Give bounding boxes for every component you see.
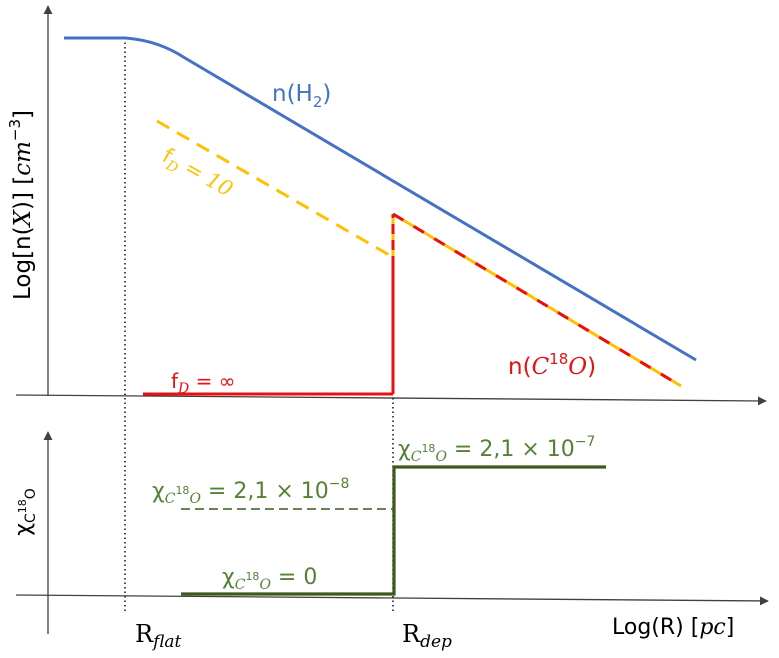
chi-step-line xyxy=(181,465,606,596)
bottom-x-axis xyxy=(15,594,769,606)
top-y-axis-label: Log[n(X)] [cm−3] xyxy=(6,110,36,300)
top-x-axis xyxy=(15,394,767,406)
h2-density-curve xyxy=(64,36,697,362)
c18o-label: n(C18O) xyxy=(508,350,596,380)
rflat-label: Rflat xyxy=(135,620,182,652)
bottom-y-axis-label: χC18O xyxy=(11,488,39,536)
fd-infinity-label: fD = ∞ xyxy=(171,369,235,397)
x-axis-label: Log(R) [pc] xyxy=(612,615,734,640)
chi-mid-label: χC18O = 2,1 × 10−8 xyxy=(152,476,349,507)
c18o-decline-overlay xyxy=(392,212,682,388)
h2-label: n(H2) xyxy=(272,81,331,111)
chi-zero-label: χC18O = 0 xyxy=(222,565,317,593)
fd10-dashed-line xyxy=(156,119,392,258)
fd10-label: fD = 10 xyxy=(157,143,237,204)
rdep-label: Rdep xyxy=(402,620,452,652)
chi-high-label: χC18O = 2,1 × 10−7 xyxy=(398,434,595,465)
